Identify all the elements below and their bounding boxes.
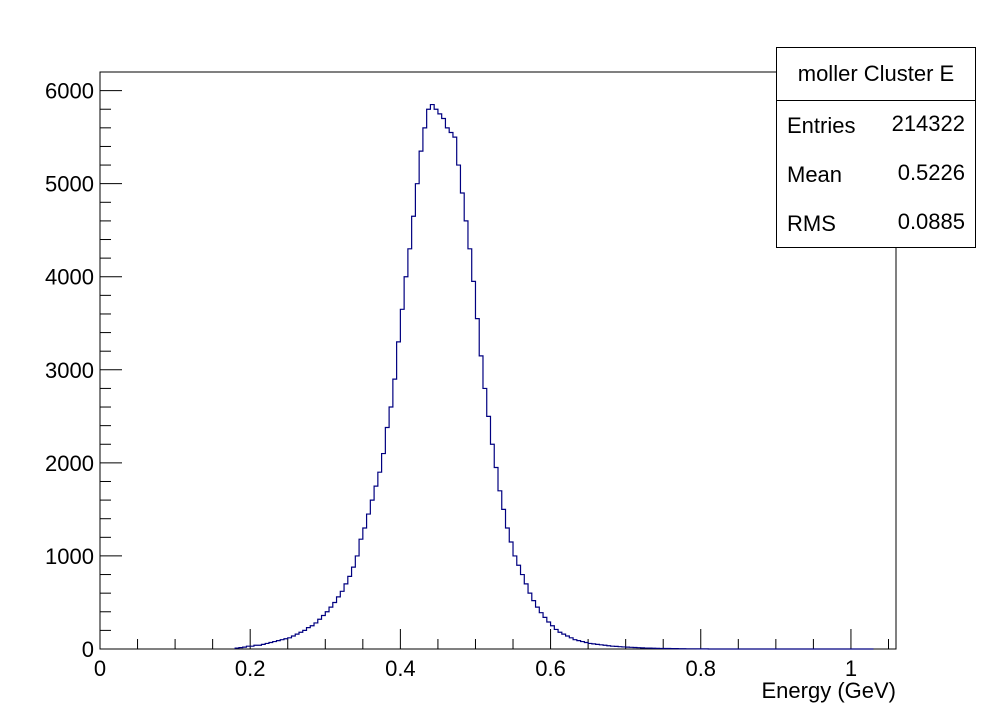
y-tick-label: 5000: [45, 172, 94, 197]
x-axis-tick-labels: 0 0.2 0.4 0.6 0.8 1: [94, 656, 857, 681]
x-axis-label: Energy (GeV): [762, 678, 897, 703]
stats-row-mean: Mean 0.5226: [777, 150, 975, 199]
y-tick-label: 3000: [45, 358, 94, 383]
y-tick-label: 4000: [45, 265, 94, 290]
stats-row-rms: RMS 0.0885: [777, 199, 975, 248]
stats-row-entries: Entries 214322: [777, 101, 975, 150]
stats-label: Mean: [787, 162, 843, 187]
y-axis-ticks: [100, 71, 122, 650]
y-tick-label: 1000: [45, 544, 94, 569]
y-tick-label: 2000: [45, 451, 94, 476]
stats-label: RMS: [787, 211, 836, 236]
x-tick-label: 0.8: [685, 656, 716, 681]
plot-frame: [99, 71, 897, 650]
x-tick-label: 1: [845, 656, 857, 681]
stats-value: 214322: [891, 111, 965, 136]
y-tick-label: 6000: [45, 79, 94, 104]
stats-label: Entries: [787, 113, 856, 138]
x-tick-label: 0: [94, 656, 106, 681]
y-axis-tick-labels: 0 1000 2000 3000 4000 5000 6000: [45, 79, 94, 662]
stats-box: moller Cluster E Entries 214322 Mean 0.5…: [776, 47, 976, 248]
x-axis-ticks: [99, 629, 889, 649]
stats-title: moller Cluster E: [777, 48, 975, 101]
stats-value: 0.0885: [897, 209, 965, 234]
x-tick-label: 0.4: [385, 656, 416, 681]
y-tick-label: 0: [82, 637, 94, 662]
x-tick-label: 0.2: [235, 656, 266, 681]
x-tick-label: 0.6: [535, 656, 566, 681]
histogram-series: [234, 103, 874, 650]
stats-value: 0.5226: [897, 160, 965, 185]
